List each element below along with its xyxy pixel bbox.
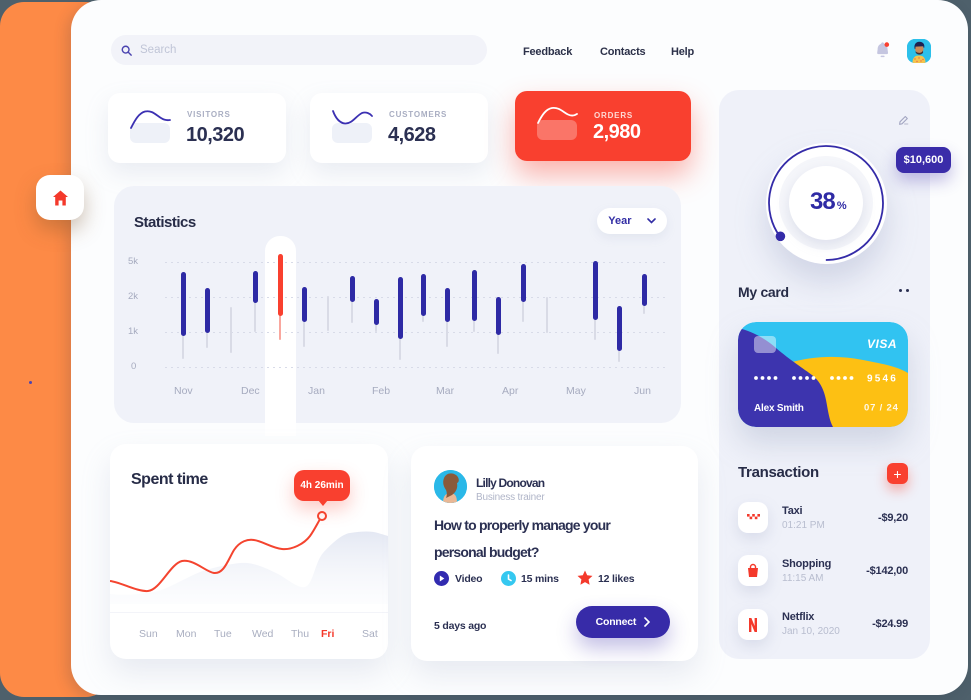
svg-text:07 / 24: 07 / 24 <box>864 403 899 414</box>
svg-text:VISA: VISA <box>867 337 897 351</box>
svg-text:Alex Smith: Alex Smith <box>754 403 804 414</box>
svg-text:9546: 9546 <box>867 374 898 385</box>
